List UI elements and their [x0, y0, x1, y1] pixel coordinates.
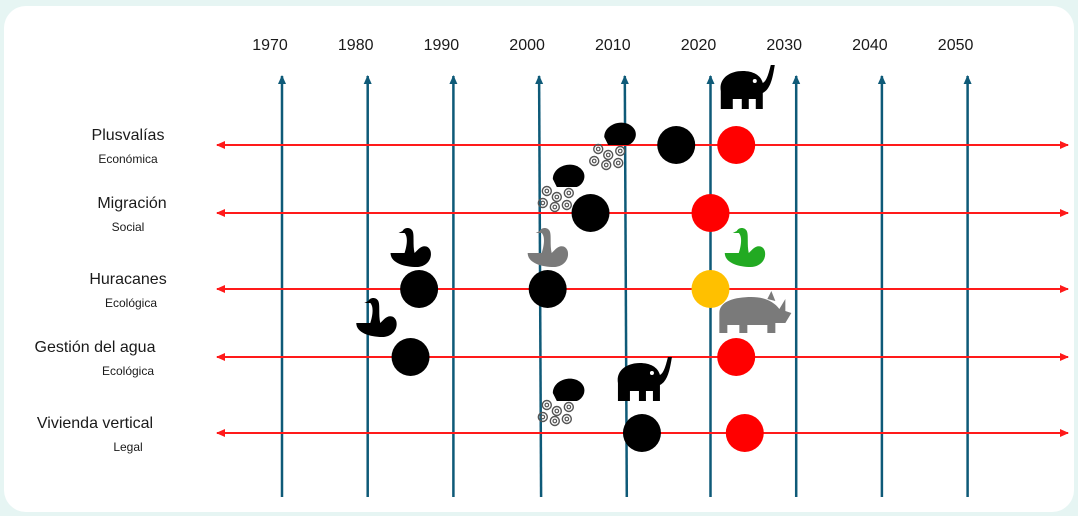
row-label: Plusvalías: [92, 127, 165, 144]
dots-layer: [391, 126, 764, 452]
timeline-dot: [717, 338, 756, 376]
year-label: 2000: [509, 37, 545, 54]
timeline-dot: [717, 126, 756, 164]
jellyfish-icon: [589, 122, 636, 171]
timeline-dot: [691, 194, 730, 232]
row-sublabel: Legal: [113, 440, 142, 454]
year-axes: 1970 1980 1990 2000 2010 2020 2030 2040 2050: [252, 37, 974, 498]
swan-icon: [724, 228, 766, 267]
year-label: 2040: [852, 37, 888, 54]
row-label: Migración: [97, 195, 166, 212]
icons-layer: [356, 65, 792, 427]
row-sublabel: Ecológica: [102, 364, 154, 378]
year-label: 2010: [595, 37, 631, 54]
row-label: Gestión del agua: [35, 339, 156, 356]
rhino-icon: [719, 291, 792, 333]
timeline-dot: [391, 338, 430, 376]
timeline-dot: [400, 270, 439, 308]
row-sublabel: Ecológica: [105, 296, 157, 310]
year-label: 1970: [252, 37, 288, 54]
row-sublabel: Social: [112, 220, 145, 234]
swan-icon: [390, 228, 431, 267]
year-label: 1990: [424, 37, 460, 54]
year-label: 2050: [938, 37, 974, 54]
jellyfish-icon: [537, 164, 585, 213]
timeline-dot: [571, 194, 610, 232]
swan-icon: [356, 298, 397, 337]
elephant-icon: [617, 357, 672, 401]
category-rows: Plusvalías Económica Migración Social Huraca…: [35, 127, 1069, 454]
timeline-dot: [657, 126, 696, 164]
swan-icon: [527, 228, 569, 267]
timeline-dot: [691, 270, 730, 308]
year-label: 1980: [338, 37, 374, 54]
timeline-dot: [725, 414, 764, 452]
elephant-icon: [720, 65, 775, 109]
jellyfish-icon: [537, 378, 585, 427]
row-label: Huracanes: [89, 271, 166, 288]
timeline-dot: [528, 270, 567, 308]
year-label: 2030: [766, 37, 802, 54]
year-label: 2020: [681, 37, 717, 54]
row-sublabel: Económica: [98, 152, 158, 166]
row-label: Vivienda vertical: [37, 415, 153, 432]
timeline-dot: [622, 414, 661, 452]
